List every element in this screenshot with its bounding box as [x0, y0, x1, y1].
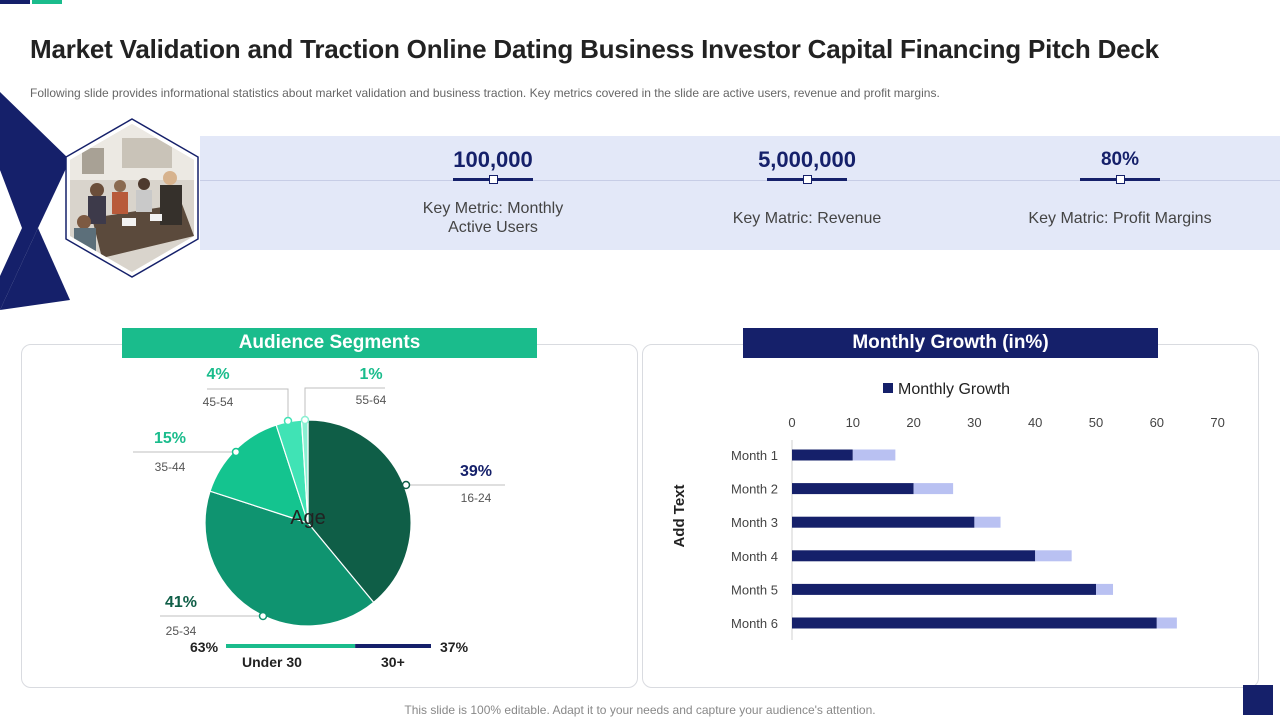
x-tick-20: 20: [906, 415, 920, 430]
over30-label: 30+: [381, 654, 405, 670]
metric-slider-decoration: [453, 175, 533, 184]
metrics-band: [200, 136, 1280, 250]
pie-center-label: Age: [290, 507, 326, 529]
growth-title: Monthly Growth (in%): [743, 328, 1158, 358]
pie-leader-55-64: [304, 387, 385, 420]
pie-percent-55-64: 1%: [359, 366, 382, 383]
pie-anchor-35-44: [231, 447, 241, 457]
metric-value: 100,000: [453, 147, 533, 172]
y-category-5: Month 5: [731, 582, 778, 597]
pie-percent-45-54: 4%: [206, 366, 229, 383]
x-tick-0: 0: [788, 415, 795, 430]
team-photo: [65, 118, 199, 278]
monthly-growth-chart: Monthly Growth 0 10 20 30 40 50 60 70 Month 1Mo…: [671, 381, 1225, 640]
y-category-4: Month 4: [731, 549, 778, 564]
pie-label-25-34: 25-34: [166, 624, 197, 638]
x-tick-70: 70: [1210, 415, 1224, 430]
metric-profit-margins: 80% Key Matric: Profit Margins: [980, 146, 1260, 228]
pie-percent-35-44: 15%: [154, 430, 186, 447]
pie-percent-16-24: 39%: [460, 463, 492, 480]
page-subtitle: Following slide provides informational s…: [30, 86, 940, 100]
bar-growth-month-2: [792, 483, 914, 495]
metric-label: Key Metric: Monthly: [422, 200, 564, 217]
bar-growth-month-5: [792, 583, 1096, 595]
metric-label: Key Matric: Revenue: [732, 210, 882, 227]
pie-label-45-54: 45-54: [203, 395, 234, 409]
bar-growth-month-3: [792, 516, 975, 528]
pie-label-35-44: 35-44: [155, 460, 186, 474]
pie-labels: 39% 16-24 41% 25-34 15% 35-44 4% 45-54 1% 55-64: [133, 366, 505, 638]
bar-extra-month-5: [1096, 583, 1114, 595]
pie-anchor-16-24: [401, 480, 411, 490]
metric-knob: [489, 175, 498, 184]
y-category-2: Month 2: [731, 482, 778, 497]
x-tick-40: 40: [1028, 415, 1042, 430]
footer-note: This slide is 100% editable. Adapt it to…: [404, 703, 876, 717]
audience-pie-chart: 39% 16-24 41% 25-34 15% 35-44 4% 45-54 1% 55-64 A…: [133, 366, 505, 638]
y-category-3: Month 3: [731, 515, 778, 530]
metric-value: 5,000,000: [758, 147, 856, 172]
bar-growth-month-4: [792, 550, 1036, 562]
metric-value: 80%: [1100, 149, 1140, 170]
pie-label-16-24: 16-24: [461, 491, 492, 505]
bar-growth-month-1: [792, 449, 853, 461]
metric-label-line2: Active Users: [448, 219, 538, 236]
metrics-band-divider: [200, 180, 1280, 181]
metric-slider-decoration: [767, 175, 847, 184]
under30-label: Under 30: [242, 654, 302, 670]
pie-percent-25-34: 41%: [165, 594, 197, 611]
bar-growth-month-6: [792, 617, 1157, 629]
over30-bar: [355, 644, 431, 648]
age-split-bar: 63% 37% Under 30 30+: [190, 639, 469, 670]
top-accent-navy: [0, 0, 30, 4]
bar-marks: [792, 449, 1177, 629]
metric-knob: [803, 175, 812, 184]
x-axis-ticks: 0 10 20 30 40 50 60 70: [788, 415, 1224, 430]
under30-bar: [226, 644, 356, 648]
metric-revenue: 5,000,000 Key Matric: Revenue: [667, 146, 947, 228]
x-tick-30: 30: [967, 415, 981, 430]
chevron-decoration: [0, 92, 70, 310]
x-tick-50: 50: [1089, 415, 1103, 430]
x-tick-60: 60: [1150, 415, 1164, 430]
under30-percent: 63%: [190, 639, 219, 655]
legend-label: Monthly Growth: [898, 381, 1010, 398]
metric-slider-decoration: [1080, 175, 1160, 184]
audience-title: Audience Segments: [122, 328, 537, 358]
bar-extra-month-3: [974, 516, 1001, 528]
legend-swatch: [883, 383, 893, 393]
y-category-6: Month 6: [731, 616, 778, 631]
pie-slice-25-34: [204, 490, 375, 627]
bar-extra-month-2: [913, 483, 954, 495]
metric-active-users: 100,000 Key Metric: Monthly Active Users: [353, 146, 633, 237]
metric-knob: [1116, 175, 1125, 184]
y-axis-title: Add Text: [671, 484, 688, 547]
pie-label-55-64: 55-64: [356, 393, 387, 407]
pie-anchor-45-54: [283, 416, 293, 426]
y-axis-categories: Month 1 Month 2 Month 3 Month 4 Month 5 Month…: [731, 448, 778, 631]
bar-extra-month-4: [1035, 550, 1072, 562]
pie-anchor-25-34: [258, 611, 268, 621]
bar-extra-month-1: [852, 449, 896, 461]
metric-label: Key Matric: Profit Margins: [1028, 210, 1212, 227]
pie-anchor-55-64: [300, 415, 310, 425]
pie-leader-45-54: [207, 388, 289, 421]
over30-percent: 37%: [440, 639, 469, 655]
x-tick-10: 10: [846, 415, 860, 430]
bar-extra-month-6: [1156, 617, 1177, 629]
corner-accent: [1243, 685, 1273, 715]
page-title: Market Validation and Traction Online Da…: [30, 34, 1159, 64]
top-accent-green: [32, 0, 62, 4]
growth-panel: [642, 344, 1259, 688]
y-category-1: Month 1: [731, 448, 778, 463]
